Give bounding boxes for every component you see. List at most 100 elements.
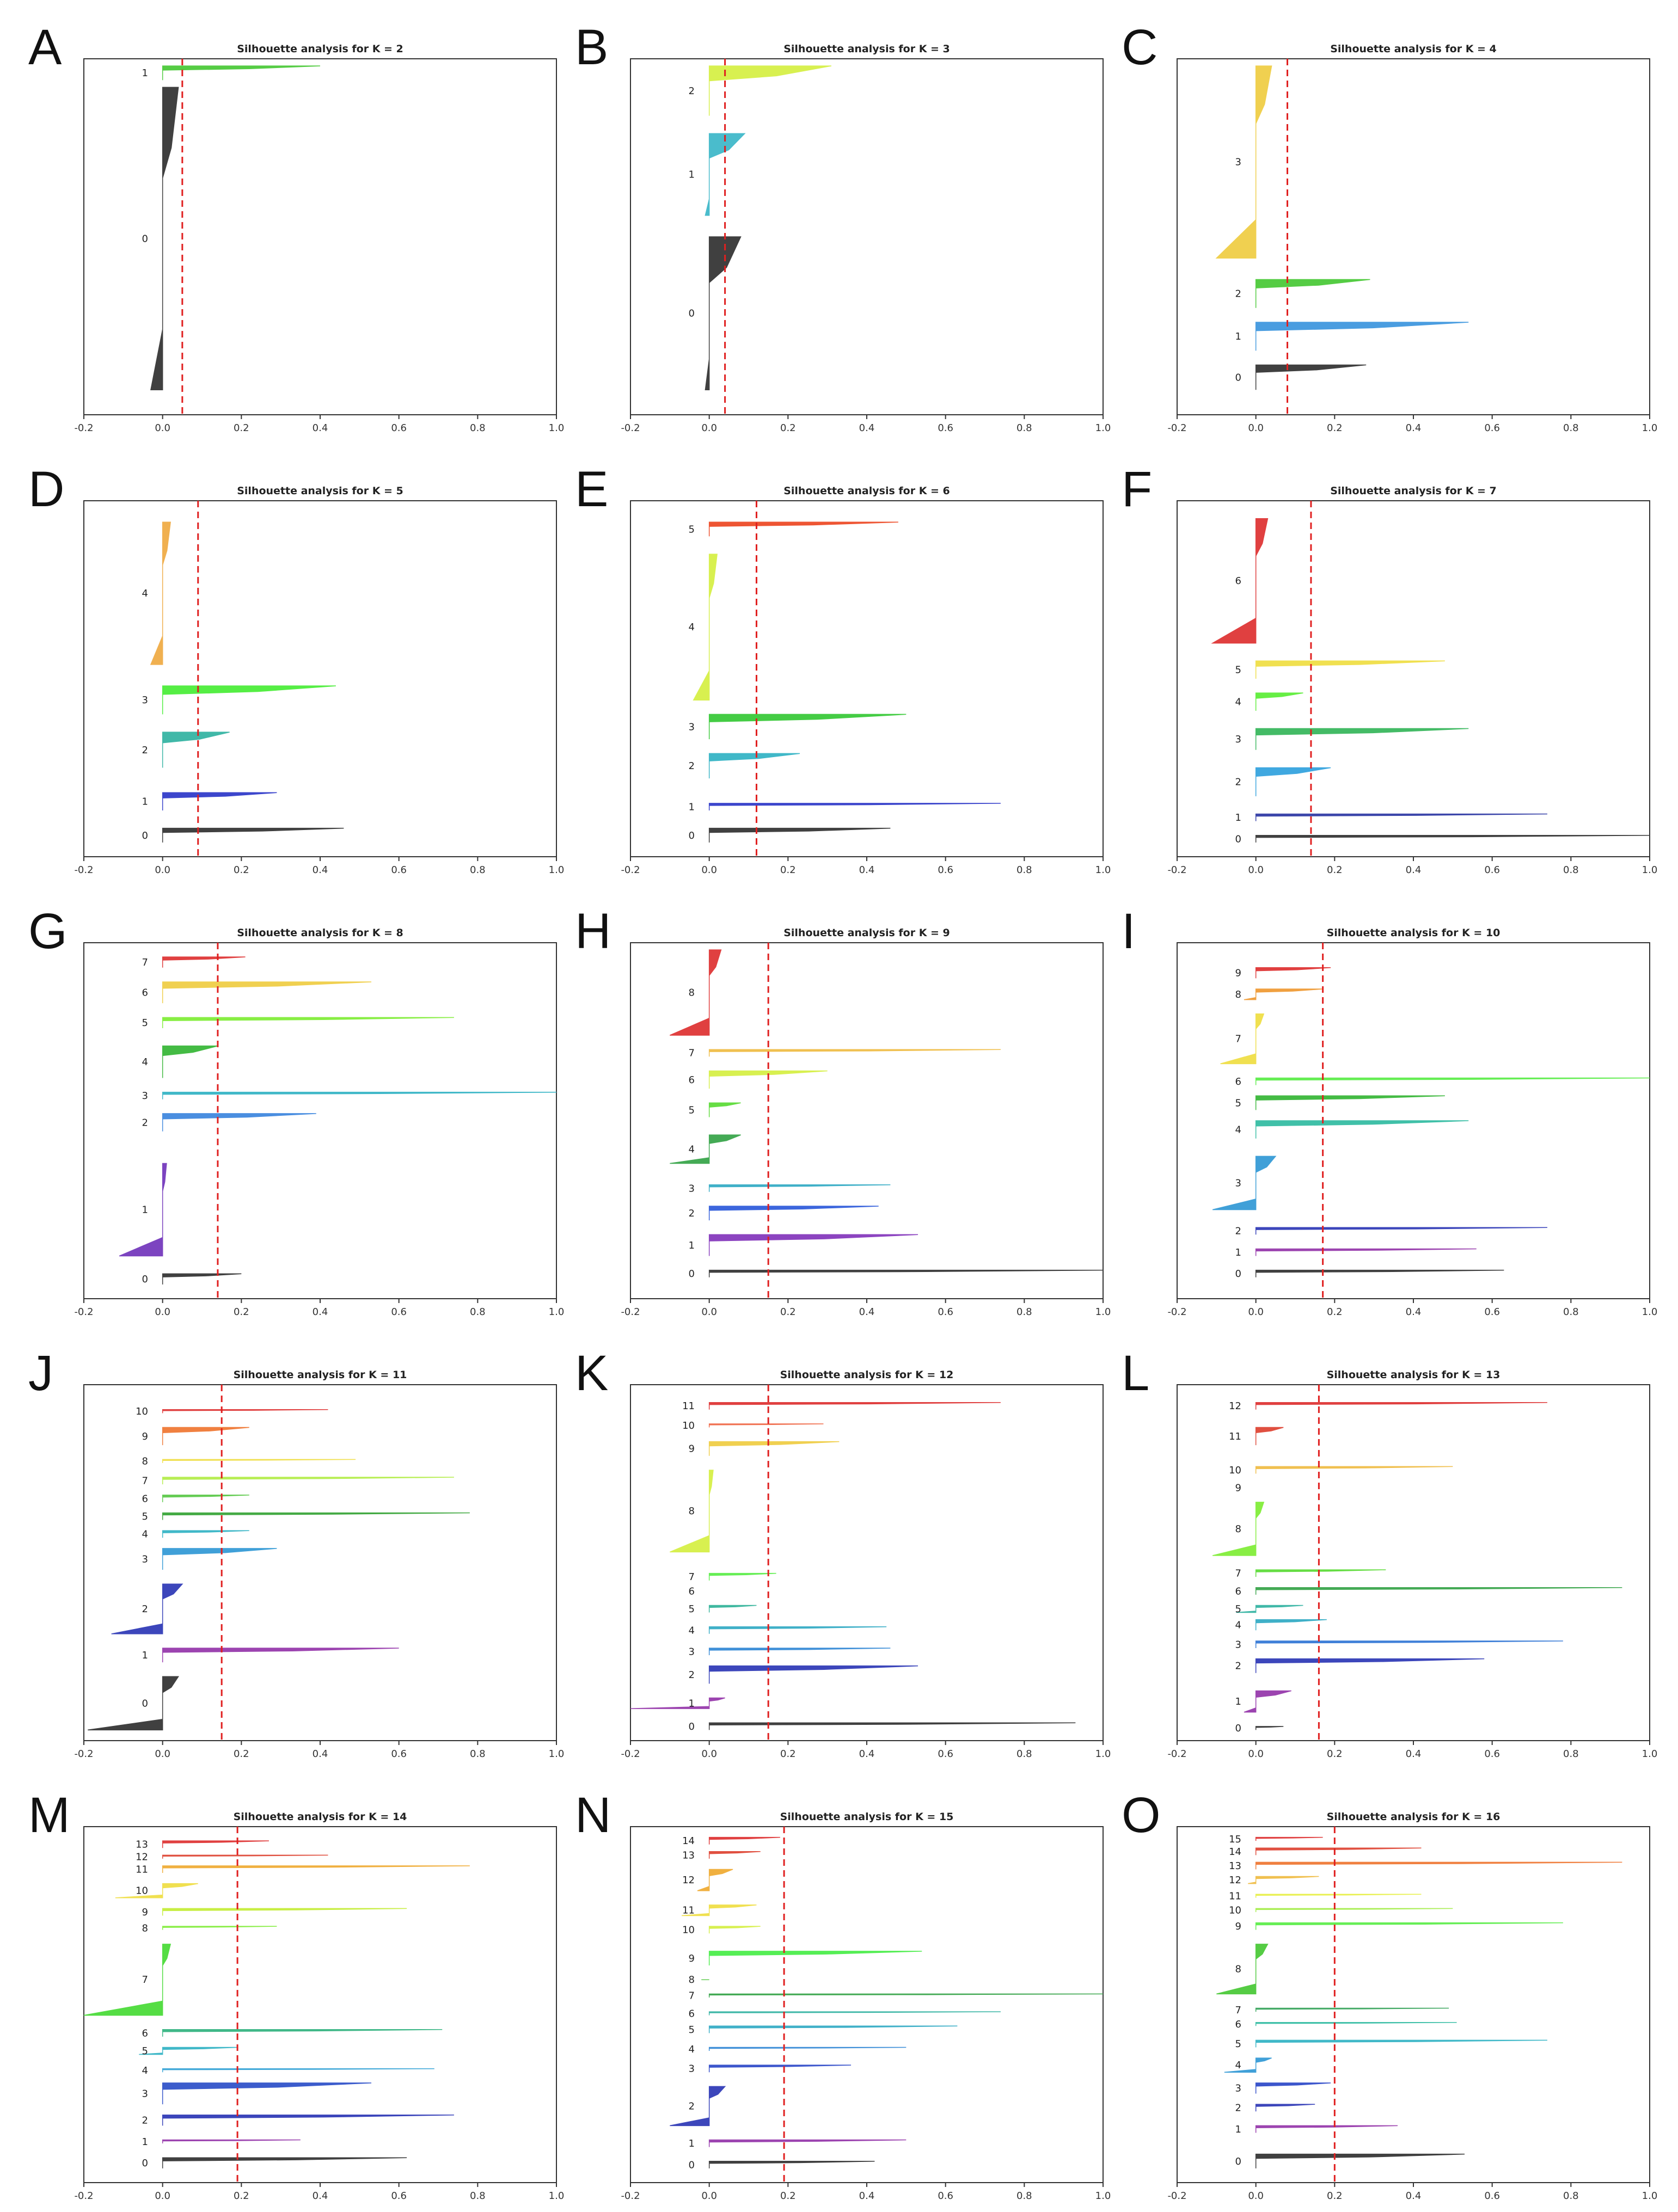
- cluster-silhouette-4: [150, 521, 171, 665]
- chart-title: Silhouette analysis for K = 16: [1327, 1811, 1501, 1823]
- x-tick-label: 0.2: [1327, 422, 1343, 434]
- chart-panel-b: B Silhouette analysis for K = 3 0 1 2 -0.2 0.0…: [547, 0, 1131, 442]
- cluster-label: 0: [1235, 372, 1241, 383]
- cluster-label: 6: [142, 2027, 148, 2039]
- chart-title: Silhouette analysis for K = 13: [1327, 1369, 1501, 1381]
- cluster-label: 3: [689, 2063, 695, 2075]
- cluster-label: 6: [1235, 1076, 1241, 1087]
- cluster-label: 5: [1235, 1097, 1241, 1109]
- x-tick-label: 0.4: [1406, 1748, 1422, 1760]
- chart-panel-j: J Silhouette analysis for K = 11 0 1 2 3 4 5 6 7 8…: [0, 1326, 585, 1768]
- silhouette-chart: A Silhouette analysis for K = 2 0 1 -0.2 0.0 0…: [28, 20, 564, 434]
- silhouette-chart: E Silhouette analysis for K = 6 0 1 2 3 4 5 -0.2…: [575, 462, 1111, 876]
- cluster-label: 5: [142, 1017, 148, 1029]
- silhouette-chart: H Silhouette analysis for K = 9 0 1 2 3 4 5 6 7 8 -…: [575, 904, 1111, 1318]
- cluster-label: 2: [1235, 1226, 1241, 1237]
- cluster-label: 11: [1229, 1891, 1241, 1902]
- x-tick-label: 0.2: [1327, 1748, 1343, 1760]
- cluster-label: 1: [1235, 331, 1241, 342]
- chart-title: Silhouette analysis for K = 14: [234, 1811, 407, 1823]
- cluster-silhouette-1: [708, 1234, 918, 1256]
- cluster-label: 11: [136, 1864, 148, 1875]
- cluster-silhouette-2: [162, 2114, 454, 2126]
- cluster-label: 12: [1229, 1875, 1241, 1886]
- cluster-label: 7: [142, 957, 148, 968]
- cluster-silhouette-11: [1255, 1427, 1284, 1446]
- chart-panel-n: N Silhouette analysis for K = 15 0 1 2 3 4 5 6 7 8…: [547, 1768, 1131, 2210]
- x-tick-label: 0.4: [859, 864, 875, 876]
- cluster-silhouette-2: [1255, 1227, 1547, 1235]
- cluster-label: 1: [142, 1205, 148, 1216]
- x-tick-label: 1.0: [1642, 2190, 1658, 2202]
- panel-letter: K: [575, 1345, 608, 1401]
- x-tick-label: 0.2: [234, 2190, 249, 2202]
- cluster-label: 4: [142, 2065, 148, 2076]
- cluster-silhouette-11: [681, 1904, 757, 1916]
- chart-title: Silhouette analysis for K = 7: [1330, 485, 1497, 497]
- x-tick-label: 0.0: [155, 2190, 170, 2202]
- x-tick-label: 0.6: [391, 1306, 407, 1318]
- chart-panel-d: D Silhouette analysis for K = 5 0 1 2 3 4 -0.2 0…: [0, 442, 585, 884]
- cluster-silhouette-12: [697, 1869, 733, 1891]
- chart-title: Silhouette analysis for K = 11: [234, 1369, 407, 1381]
- cluster-silhouette-7: [1255, 1569, 1386, 1577]
- cluster-label: 1: [689, 2138, 695, 2149]
- silhouette-chart: F Silhouette analysis for K = 7 0 1 2 3 4 5 6 -0.…: [1122, 462, 1657, 876]
- chart-panel-g: G Silhouette analysis for K = 8 0 1 2 3 4 5 6 7 -0…: [0, 884, 585, 1326]
- cluster-label: 0: [689, 308, 695, 319]
- silhouette-chart: J Silhouette analysis for K = 11 0 1 2 3 4 5 6 7 8…: [28, 1345, 564, 1760]
- x-tick-label: 1.0: [1095, 422, 1111, 434]
- cluster-label: 3: [142, 695, 148, 706]
- cluster-label: 2: [689, 760, 695, 772]
- cluster-silhouette-8: [1244, 988, 1323, 1000]
- cluster-label: 5: [689, 524, 695, 535]
- x-tick-label: 0.4: [859, 1306, 875, 1318]
- cluster-silhouette-3: [708, 1184, 891, 1192]
- cluster-label: 8: [1235, 1523, 1241, 1535]
- x-tick-label: 0.6: [1484, 864, 1500, 876]
- cluster-label: 2: [1235, 1661, 1241, 1672]
- cluster-silhouette-5: [162, 1017, 454, 1028]
- cluster-silhouette-4: [1255, 692, 1303, 711]
- cluster-silhouette-2: [111, 1583, 183, 1635]
- panel-letter: N: [575, 1787, 611, 1843]
- chart-panel-a: A Silhouette analysis for K = 2 0 1 -0.2 0.0 0…: [0, 0, 585, 442]
- cluster-silhouette-4: [162, 1530, 249, 1538]
- cluster-silhouette-9: [162, 1427, 249, 1446]
- x-tick-label: 1.0: [1642, 422, 1658, 434]
- cluster-silhouette-7: [83, 1944, 172, 2016]
- cluster-label: 7: [689, 1990, 695, 2002]
- x-tick-label: 1.0: [549, 864, 565, 876]
- cluster-label: 6: [1235, 1586, 1241, 1597]
- cluster-label: 1: [1235, 2124, 1241, 2135]
- cluster-silhouette-9: [1255, 1922, 1563, 1930]
- cluster-silhouette-12: [1255, 1402, 1547, 1410]
- x-tick-label: -0.2: [621, 1748, 640, 1760]
- cluster-label: 4: [689, 622, 695, 633]
- silhouette-chart: G Silhouette analysis for K = 8 0 1 2 3 4 5 6 7 -0…: [28, 904, 564, 1318]
- cluster-label: 6: [142, 1493, 148, 1504]
- cluster-label: 8: [689, 1974, 695, 1986]
- cluster-label: 3: [1235, 157, 1241, 168]
- chart-title: Silhouette analysis for K = 6: [783, 485, 950, 497]
- cluster-silhouette-0: [705, 236, 742, 390]
- x-tick-label: 0.2: [1327, 2190, 1343, 2202]
- panel-letter: O: [1122, 1787, 1161, 1843]
- cluster-silhouette-0: [708, 2161, 875, 2168]
- x-tick-label: 0.4: [313, 422, 328, 434]
- cluster-silhouette-6: [162, 981, 372, 1004]
- x-tick-label: 0.2: [234, 422, 249, 434]
- cluster-label: 8: [1235, 989, 1241, 1000]
- cluster-silhouette-3: [162, 2082, 372, 2105]
- x-tick-label: 0.2: [1327, 864, 1343, 876]
- silhouette-chart: B Silhouette analysis for K = 3 0 1 2 -0.2 0.0…: [575, 20, 1111, 434]
- cluster-label: 3: [142, 1553, 148, 1565]
- cluster-label: 14: [1229, 1846, 1241, 1858]
- x-tick-label: 0.8: [1016, 864, 1032, 876]
- cluster-silhouette-4: [708, 2047, 907, 2051]
- x-tick-label: 0.8: [1563, 1306, 1579, 1318]
- cluster-label: 2: [1235, 288, 1241, 300]
- chart-panel-f: F Silhouette analysis for K = 7 0 1 2 3 4 5 6 -0.…: [1093, 442, 1678, 884]
- cluster-label: 6: [689, 2008, 695, 2019]
